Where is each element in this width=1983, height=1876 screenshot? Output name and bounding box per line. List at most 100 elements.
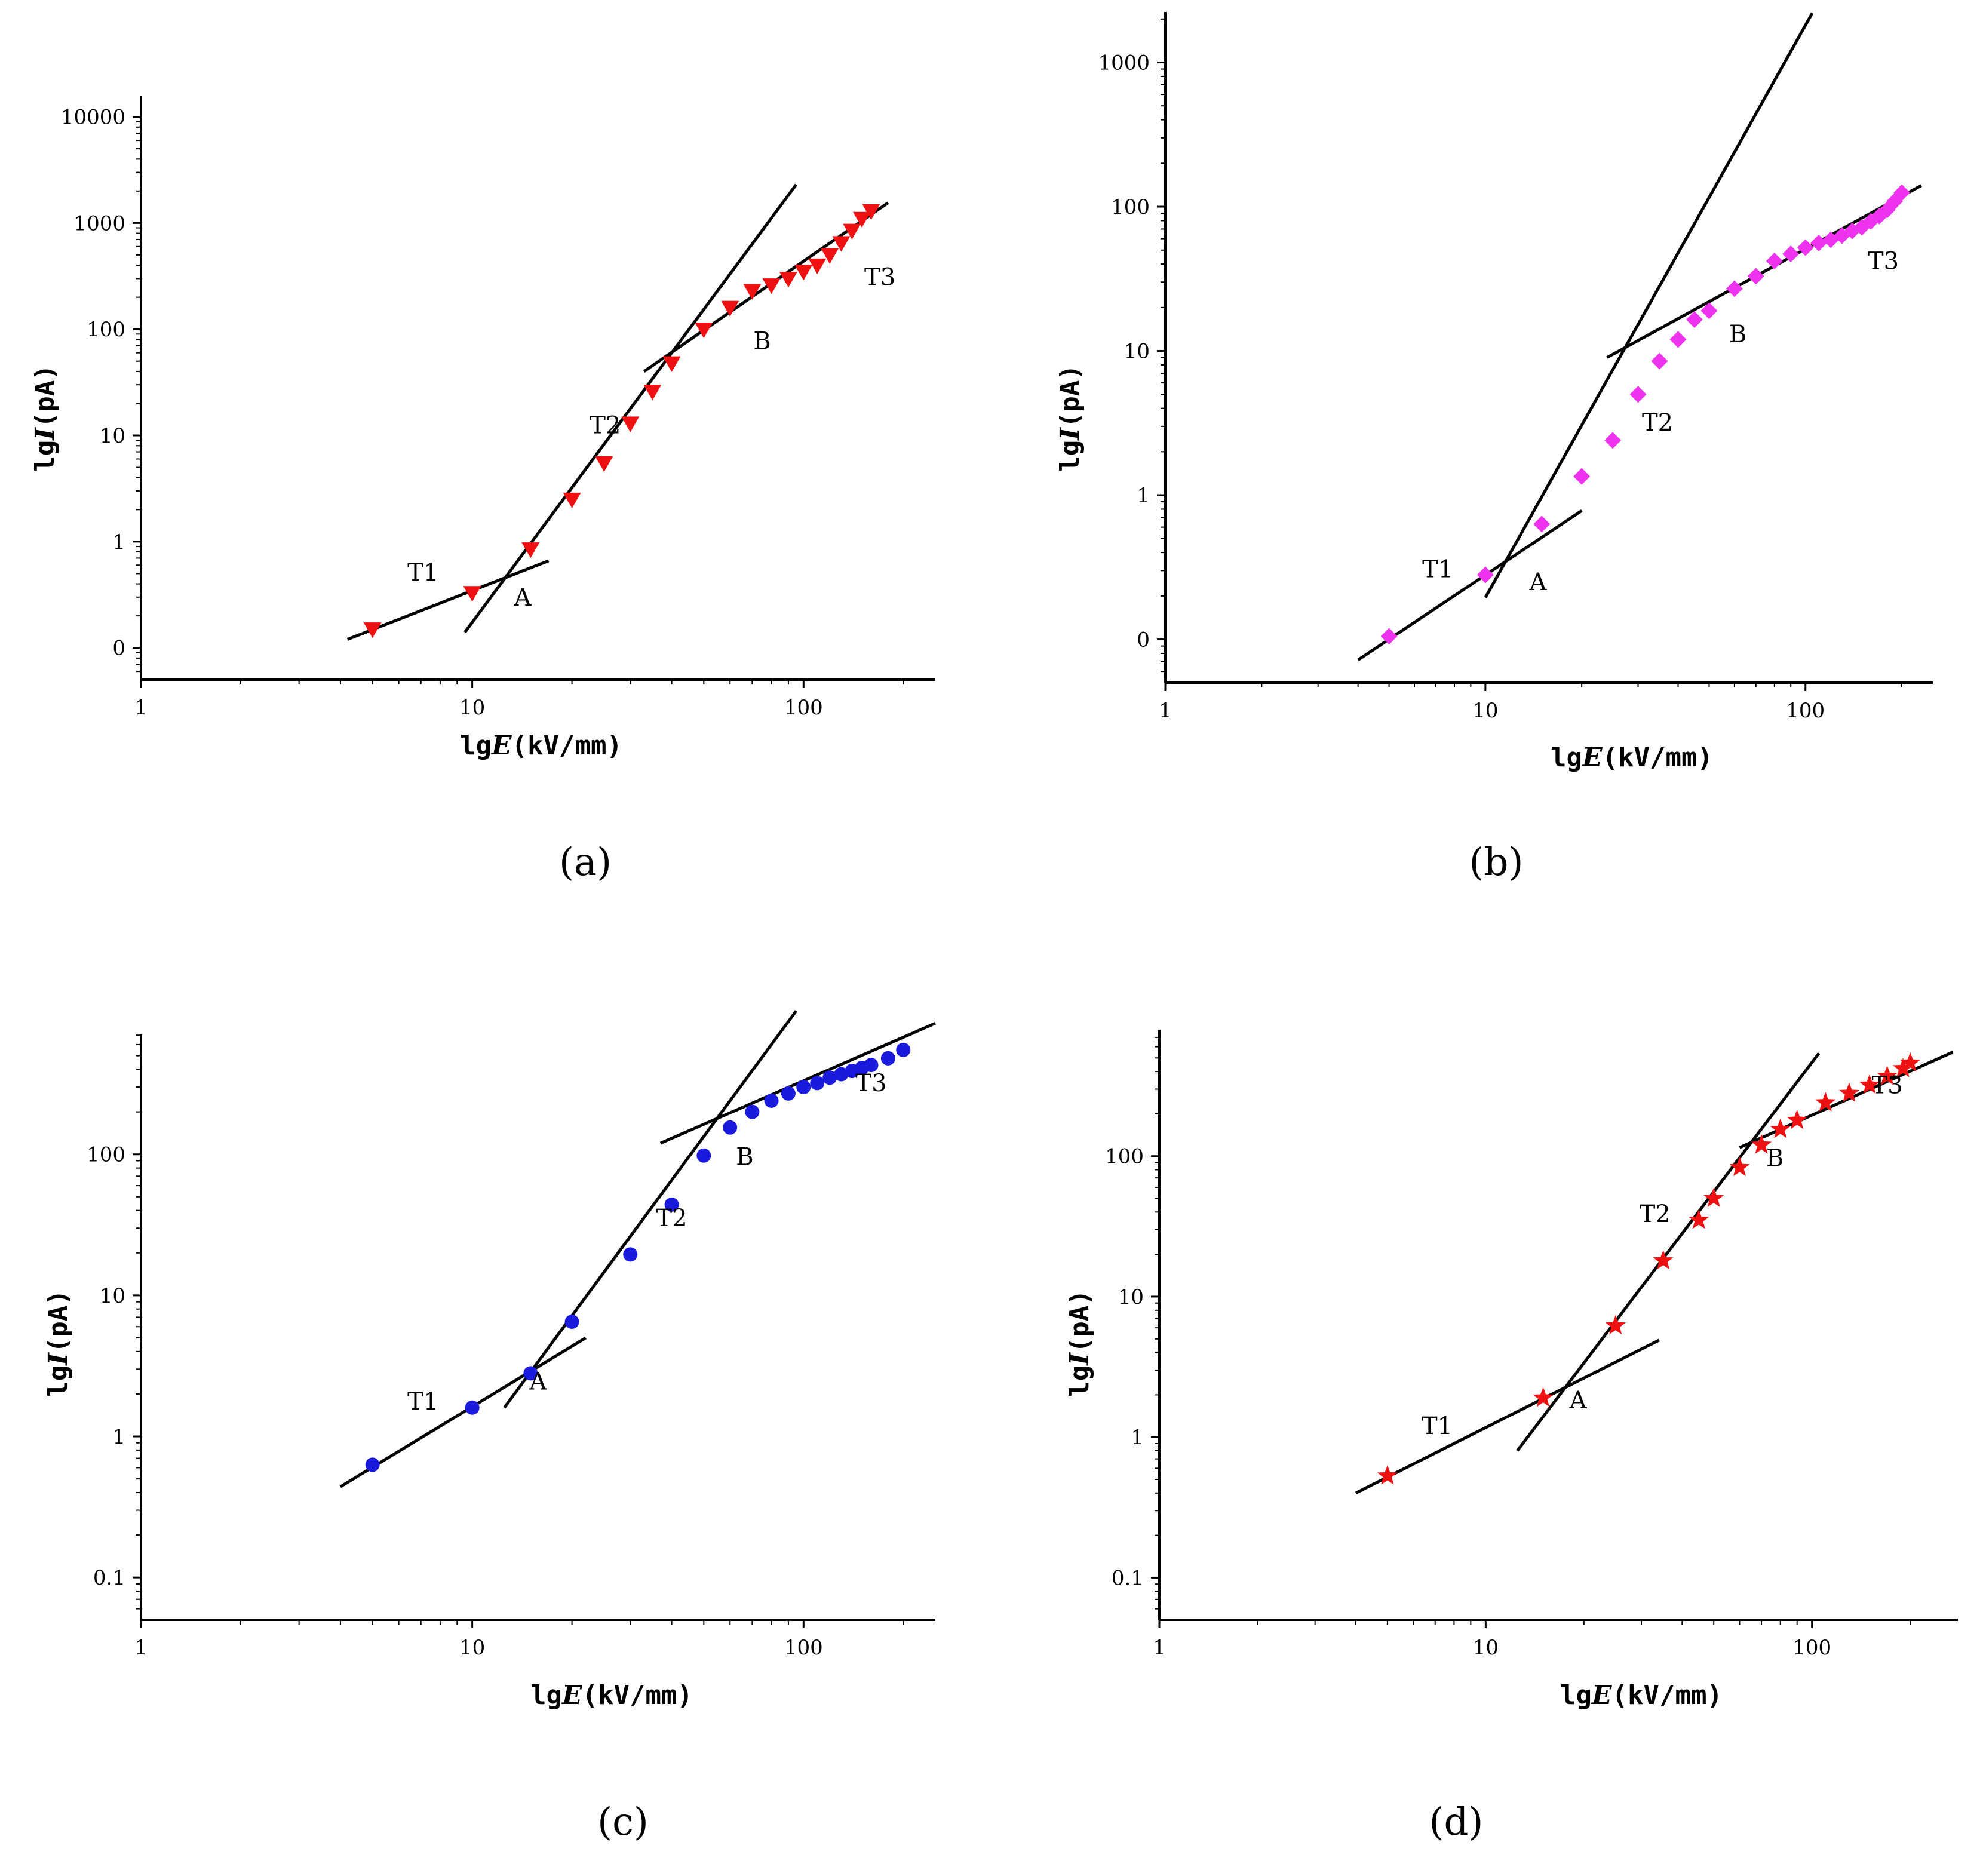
y-tick-label: 100 xyxy=(87,1143,125,1167)
data-point xyxy=(363,622,382,638)
data-point xyxy=(595,456,613,472)
data-point xyxy=(1726,280,1743,297)
y-axis-title: lgI(pA) xyxy=(30,364,60,472)
fit-line-t1 xyxy=(1355,1338,1660,1495)
data-point xyxy=(1669,331,1687,348)
data-point xyxy=(1380,628,1398,645)
data-point xyxy=(1605,1315,1626,1335)
x-axis-title: lgE(kV/mm) xyxy=(530,1680,693,1711)
fit-line-t3 xyxy=(1606,184,1922,359)
annotation-t1: T1 xyxy=(1422,1413,1453,1440)
x-axis-title: lgE(kV/mm) xyxy=(460,730,622,761)
data-point xyxy=(1797,239,1814,256)
data-point xyxy=(662,356,681,372)
panel-caption: (c) xyxy=(597,1800,649,1844)
data-point xyxy=(794,265,813,281)
data-point xyxy=(723,1120,738,1135)
data-point xyxy=(852,211,871,228)
data-point xyxy=(465,1400,480,1415)
y-axis-title: lgI(pA) xyxy=(1064,1289,1095,1397)
data-point xyxy=(1533,1387,1554,1407)
y-tick-label: 1 xyxy=(1137,484,1150,508)
data-point xyxy=(808,258,827,275)
data-point xyxy=(1859,1074,1880,1094)
y-tick-label: 10 xyxy=(1118,1285,1144,1309)
x-tick-label: 10 xyxy=(459,696,485,720)
data-point xyxy=(1653,1249,1674,1270)
data-point xyxy=(1900,1052,1921,1072)
data-point xyxy=(664,1197,679,1212)
data-point xyxy=(1893,184,1911,201)
data-point xyxy=(463,586,481,602)
annotation-t2: T2 xyxy=(1640,1200,1671,1228)
annotation-t2: T2 xyxy=(1642,409,1673,437)
data-point xyxy=(843,223,861,240)
annotation-b: B xyxy=(1766,1144,1784,1172)
x-tick-label: 1 xyxy=(1159,699,1172,723)
data-point xyxy=(1476,566,1494,584)
data-point xyxy=(563,492,581,509)
x-axis-title: lgE(kV/mm) xyxy=(1560,1680,1723,1711)
y-axis-title: lgI(pA) xyxy=(1055,364,1085,472)
data-point xyxy=(1810,234,1827,251)
annotation-a: A xyxy=(1569,1387,1588,1414)
data-point xyxy=(1747,268,1764,285)
data-point xyxy=(521,542,540,558)
x-tick-label: 1 xyxy=(134,1636,148,1660)
x-tick-label: 1 xyxy=(134,696,148,720)
annotation-t1: T1 xyxy=(1422,555,1453,583)
annotation-t3: T3 xyxy=(855,1070,886,1097)
y-tick-label: 1000 xyxy=(73,211,125,235)
data-point xyxy=(564,1315,579,1330)
data-point xyxy=(832,236,851,252)
data-point xyxy=(1700,302,1718,320)
y-tick-label: 100 xyxy=(87,318,125,342)
data-point xyxy=(880,1051,895,1066)
x-tick-label: 10 xyxy=(459,1636,485,1660)
chart-panel-d: 1 10 100 0.1 1 10 100 lgE(kV/mm) lgI(pA) T1 A T2 B T3… xyxy=(1064,1030,1958,1844)
fit-line-t1 xyxy=(339,1336,587,1488)
annotation-t3: T3 xyxy=(1872,1072,1903,1100)
panel-caption: (a) xyxy=(559,840,612,885)
y-tick-label: 0 xyxy=(112,637,125,661)
y-tick-label: 1 xyxy=(112,530,125,554)
data-point xyxy=(643,384,662,401)
y-tick-label: 1000 xyxy=(1098,51,1150,75)
data-point xyxy=(1892,1058,1914,1077)
data-point xyxy=(1604,432,1622,449)
data-point xyxy=(821,248,839,264)
y-tick-label: 10 xyxy=(100,424,125,448)
fit-line-t1 xyxy=(346,559,550,641)
chart-panel-c: 1 10 100 0.1 1 10 100 lgE(kV/mm) lgI(pA) T1 A T2 B T3… xyxy=(43,1010,936,1844)
data-point xyxy=(743,284,762,300)
data-point xyxy=(896,1042,911,1057)
data-point xyxy=(1786,1109,1807,1129)
annotation-t1: T1 xyxy=(407,559,438,587)
data-point xyxy=(864,1058,879,1073)
panel-caption: (d) xyxy=(1429,1800,1484,1844)
data-point xyxy=(779,272,797,288)
data-point xyxy=(1770,1118,1791,1138)
data-point xyxy=(1629,386,1647,403)
data-point xyxy=(762,278,781,294)
y-tick-label: 100 xyxy=(1105,1145,1144,1169)
chart-panel-a: 1 10 1000110100100010000lgE(kV/mm)lgI(pA)T… xyxy=(30,96,935,885)
data-point xyxy=(523,1366,538,1381)
data-point xyxy=(745,1104,760,1119)
y-tick-label: 10 xyxy=(100,1284,125,1308)
fit-line-t2 xyxy=(1484,12,1814,598)
fit-line-t2 xyxy=(503,1010,797,1409)
data-point xyxy=(764,1093,779,1108)
annotation-t3: T3 xyxy=(864,263,895,291)
y-tick-label: 10000 xyxy=(61,106,125,130)
annotation-t2: T2 xyxy=(590,412,621,439)
y-tick-label: 10 xyxy=(1124,340,1150,364)
x-tick-label: 100 xyxy=(1786,699,1825,723)
data-point xyxy=(1686,311,1703,328)
annotation-t2: T2 xyxy=(656,1205,687,1232)
data-point xyxy=(696,1148,711,1163)
data-point xyxy=(365,1457,380,1472)
fit-line-t2 xyxy=(1516,1052,1821,1452)
data-point xyxy=(781,1086,796,1101)
